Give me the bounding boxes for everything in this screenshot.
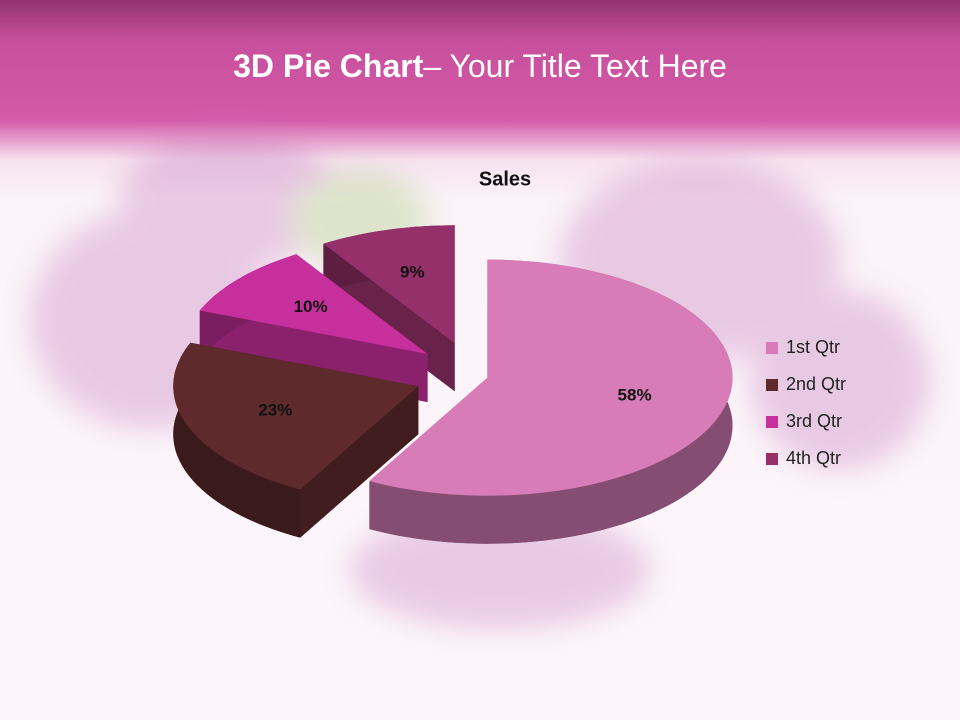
title-rest: – Your Title Text Here — [423, 48, 727, 84]
data-label: 9% — [400, 263, 425, 282]
data-label: 10% — [294, 297, 328, 316]
legend-label: 2nd Qtr — [786, 374, 846, 394]
legend-swatch — [766, 416, 778, 428]
pie-slice: 58% — [369, 259, 733, 544]
chart-title: Sales — [479, 168, 531, 190]
legend-label: 4th Qtr — [786, 448, 841, 468]
pie-slice: 23% — [173, 342, 419, 538]
legend-swatch — [766, 453, 778, 465]
legend-swatch — [766, 379, 778, 391]
title-bold: 3D Pie Chart — [233, 48, 424, 84]
slice-top — [369, 259, 733, 496]
slice-top — [323, 225, 455, 344]
slice-side — [173, 342, 301, 538]
data-label: 58% — [618, 385, 652, 404]
slice-top — [199, 254, 428, 354]
slice-top — [173, 342, 419, 490]
data-label: 23% — [258, 400, 292, 419]
legend-swatch — [766, 342, 778, 354]
legend-label: 3rd Qtr — [786, 411, 842, 431]
legend-label: 1st Qtr — [786, 337, 840, 357]
slide-title: 3D Pie Chart– Your Title Text Here — [0, 48, 960, 85]
